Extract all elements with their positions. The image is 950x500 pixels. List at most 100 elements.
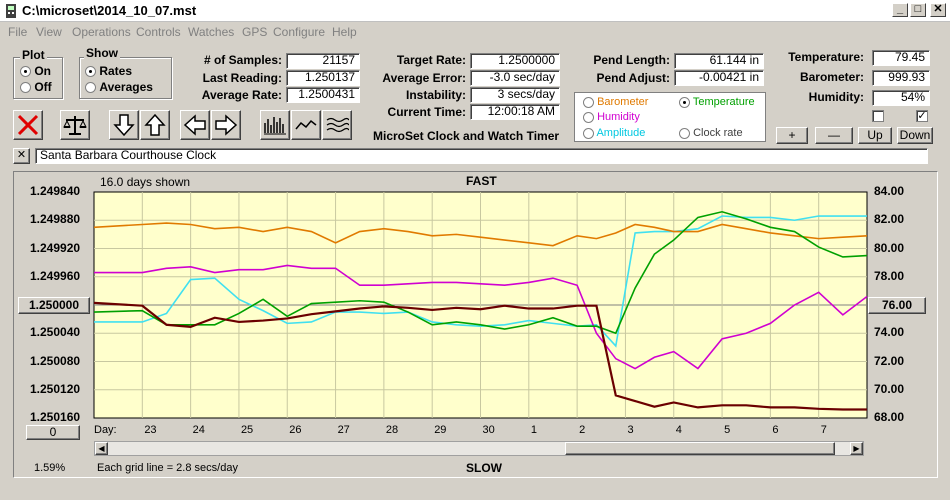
scale-minus-button[interactable]: — (815, 127, 853, 144)
humidity-label: Humidity: (808, 90, 864, 104)
radio-icon (20, 66, 31, 78)
radio-icon (679, 127, 690, 139)
right-reference-button[interactable]: 76.00 (868, 297, 926, 314)
radio-icon (85, 82, 96, 94)
minimize-button[interactable]: _ (892, 3, 908, 17)
pend-adjust-field: -0.00421 in (674, 70, 764, 86)
temperature-label: Temperature: (788, 50, 864, 64)
right-tick-label: 80.00 (874, 240, 905, 255)
fast-label: FAST (466, 174, 497, 188)
clear-name-button[interactable]: ✕ (13, 148, 30, 164)
shift-right-button[interactable] (211, 110, 241, 140)
clear-button[interactable] (13, 110, 43, 140)
legend-temperature-label: Temperature (692, 96, 755, 108)
show-averages-label: Averages (99, 80, 153, 94)
graph-panel (13, 171, 938, 478)
right-tick-label: 74.00 (874, 325, 905, 340)
balance-button[interactable] (60, 110, 90, 140)
offset-button[interactable]: 0 (26, 425, 80, 440)
plot-group-title: Plot (20, 48, 47, 62)
balance-icon (63, 116, 87, 135)
radio-icon (583, 127, 594, 139)
menu-view[interactable]: View (36, 25, 62, 39)
plot-off-label: Off (34, 80, 52, 94)
histogram-icon (264, 117, 286, 135)
left-reference-button[interactable]: 1.250000 (18, 297, 90, 314)
day-tick-label: 28 (385, 424, 399, 436)
day-tick-label: 2 (579, 424, 586, 436)
day-tick-label: 4 (675, 424, 682, 436)
left-tick-label: 1.250160 (30, 410, 81, 424)
x-icon (17, 114, 39, 136)
left-tick-label: 1.250040 (30, 325, 81, 340)
left-tick-label: 1.249960 (30, 268, 81, 283)
line-view-button[interactable] (291, 110, 321, 140)
legend-barometer[interactable]: Barometer (583, 96, 648, 108)
radio-icon (85, 66, 96, 78)
menu-gps[interactable]: GPS (242, 25, 268, 39)
time-scrollbar[interactable]: ◀ ▶ (94, 441, 864, 456)
barometer-field: 999.93 (872, 70, 930, 86)
legend-humidity[interactable]: Humidity (583, 111, 640, 123)
scale-plus-button[interactable]: + (776, 127, 808, 144)
histogram-view-button[interactable] (260, 110, 290, 140)
day-tick-label: 26 (289, 424, 302, 436)
current-time-field: 12:00:18 AM (470, 104, 560, 120)
day-tick-label: 5 (724, 424, 731, 436)
option-checkbox-checked[interactable]: ✓ (916, 110, 928, 122)
shift-up-button[interactable] (140, 110, 170, 140)
arrow-right-icon (215, 114, 238, 136)
menu-help[interactable]: Help (332, 25, 357, 39)
scroll-right-button[interactable]: ▶ (850, 442, 863, 455)
window-title: C:\microset\2014_10_07.mst (22, 3, 197, 18)
menu-operations[interactable]: Operations (72, 25, 131, 39)
clock-name-field[interactable]: Santa Barbara Courthouse Clock (35, 148, 928, 164)
instability-label: Instability: (405, 88, 466, 102)
radio-icon (583, 111, 594, 123)
legend-amplitude[interactable]: Amplitude (583, 127, 645, 139)
plot-on-radio[interactable]: On (20, 64, 51, 78)
legend-temperature[interactable]: Temperature (679, 96, 755, 108)
arrow-up-icon (144, 113, 166, 136)
multi-line-view-button[interactable] (322, 110, 352, 140)
menu-watches[interactable]: Watches (188, 25, 235, 39)
average-rate-label: Average Rate: (201, 88, 282, 102)
menu-configure[interactable]: Configure (273, 25, 326, 39)
percent-label: 1.59% (34, 462, 66, 474)
left-tick-label: 1.249880 (30, 212, 81, 227)
scale-down-button[interactable]: Down (897, 127, 933, 144)
option-checkbox[interactable] (872, 110, 884, 122)
day-tick-label: 27 (337, 424, 350, 436)
shift-left-button[interactable] (180, 110, 210, 140)
radio-icon (20, 82, 31, 94)
show-rates-radio[interactable]: Rates (85, 64, 132, 78)
legend-clock-rate[interactable]: Clock rate (679, 127, 743, 139)
menu-controls[interactable]: Controls (136, 25, 181, 39)
average-error-label: Average Error: (382, 71, 466, 85)
pend-adjust-label: Pend Adjust: (596, 71, 670, 85)
series-legend: Barometer Temperature Humidity Amplitude… (574, 92, 766, 142)
temperature-field: 79.45 (872, 50, 930, 66)
show-averages-radio[interactable]: Averages (85, 80, 153, 94)
arrow-down-icon (113, 114, 135, 137)
maximize-button[interactable]: □ (910, 3, 926, 17)
show-group (79, 57, 172, 99)
shift-down-button[interactable] (109, 110, 139, 140)
show-group-title: Show (84, 46, 120, 60)
series-line-humidity (94, 264, 868, 370)
pend-length-label: Pend Length: (593, 53, 670, 67)
show-rates-label: Rates (99, 64, 133, 78)
close-button[interactable]: ✕ (930, 3, 946, 17)
radio-icon (583, 96, 594, 108)
current-time-label: Current Time: (387, 105, 466, 119)
scale-up-button[interactable]: Up (858, 127, 892, 144)
series-line-rate (93, 301, 867, 411)
scroll-left-button[interactable]: ◀ (95, 442, 108, 455)
day-tick-label: 25 (240, 424, 254, 436)
plot-off-radio[interactable]: Off (20, 80, 52, 94)
scroll-thumb[interactable] (565, 442, 835, 455)
day-tick-label: 1 (530, 424, 537, 436)
left-tick-label: 1.250080 (30, 353, 81, 368)
menu-file[interactable]: File (8, 25, 28, 39)
